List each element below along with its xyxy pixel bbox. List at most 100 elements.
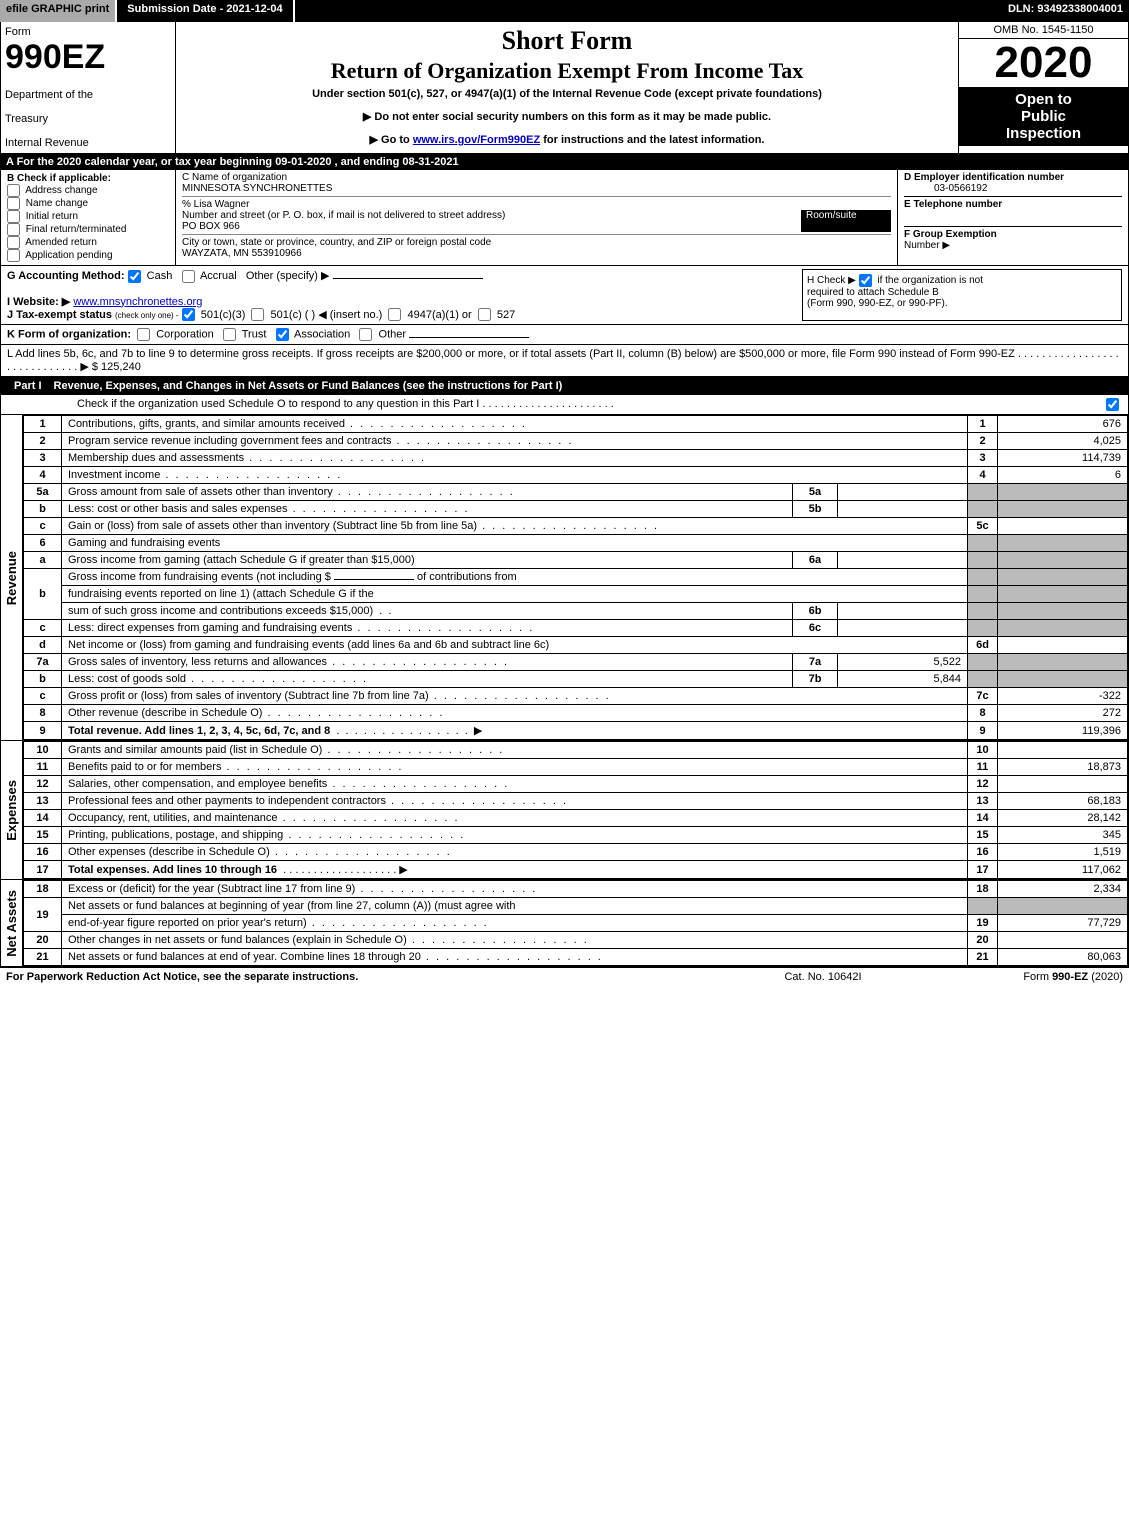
open-line-1: Open to	[963, 91, 1124, 108]
page-footer: For Paperwork Reduction Act Notice, see …	[0, 967, 1129, 986]
chk-final-return[interactable]: Final return/terminated	[7, 223, 169, 236]
form-number: 990EZ	[5, 38, 171, 77]
table-row: 16Other expenses (describe in Schedule O…	[24, 844, 1128, 861]
careof: % Lisa Wagner	[182, 199, 249, 210]
line-k: K Form of organization: Corporation Trus…	[0, 325, 1129, 345]
chk-application-pending[interactable]: Application pending	[7, 249, 169, 262]
table-row: 1Contributions, gifts, grants, and simil…	[24, 416, 1128, 433]
addr-label: Number and street (or P. O. box, if mail…	[182, 210, 505, 221]
fundraising-amount-input[interactable]	[334, 579, 414, 580]
table-row: cGain or (loss) from sale of assets othe…	[24, 518, 1128, 535]
form-word: Form	[5, 26, 171, 38]
goto-post: for instructions and the latest informat…	[540, 134, 764, 146]
revenue-section: Revenue 1Contributions, gifts, grants, a…	[0, 415, 1129, 740]
line-h-sub1: required to attach Schedule B	[807, 287, 939, 298]
chk-other-org[interactable]	[359, 328, 372, 341]
website-link[interactable]: www.mnsynchronettes.org	[73, 296, 202, 308]
netassets-table: 18Excess or (deficit) for the year (Subt…	[23, 880, 1128, 966]
table-row: 2Program service revenue including gover…	[24, 433, 1128, 450]
chk-cash[interactable]	[128, 270, 141, 283]
chk-schedule-o-part1[interactable]	[1106, 398, 1119, 411]
goto-line: ▶ Go to www.irs.gov/Form990EZ for instru…	[186, 133, 948, 146]
chk-initial-return[interactable]: Initial return	[7, 210, 169, 223]
chk-address-change[interactable]: Address change	[7, 184, 169, 197]
netassets-label: Net Assets	[4, 886, 19, 961]
table-row: 11Benefits paid to or for members1118,87…	[24, 759, 1128, 776]
chk-501c3[interactable]	[182, 308, 195, 321]
warning-ssn: ▶ Do not enter social security numbers o…	[186, 110, 948, 123]
table-row: cGross profit or (loss) from sales of in…	[24, 688, 1128, 705]
expenses-table: 10Grants and similar amounts paid (list …	[23, 741, 1128, 879]
table-row: cLess: direct expenses from gaming and f…	[24, 620, 1128, 637]
table-row: 18Excess or (deficit) for the year (Subt…	[24, 881, 1128, 898]
table-row: 8Other revenue (describe in Schedule O)8…	[24, 705, 1128, 722]
chk-association[interactable]	[276, 328, 289, 341]
chk-4947[interactable]	[388, 308, 401, 321]
table-row: fundraising events reported on line 1) (…	[24, 586, 1128, 603]
table-row: end-of-year figure reported on prior yea…	[24, 915, 1128, 932]
tax-year: 2020	[959, 39, 1128, 87]
line-h-sub2: (Form 990, 990-EZ, or 990-PF).	[807, 298, 948, 309]
box-b-title: B Check if applicable:	[7, 173, 111, 184]
table-row: 17Total expenses. Add lines 10 through 1…	[24, 861, 1128, 879]
other-org-input[interactable]	[409, 337, 529, 338]
table-row: bLess: cost of goods sold7b5,844	[24, 671, 1128, 688]
chk-no-schedule-b[interactable]	[859, 274, 872, 287]
efile-print-button[interactable]: efile GRAPHIC print	[0, 0, 115, 22]
box-b: B Check if applicable: Address change Na…	[1, 170, 176, 265]
chk-corporation[interactable]	[137, 328, 150, 341]
box-d-label: D Employer identification number	[904, 172, 1064, 183]
chk-501c[interactable]	[251, 308, 264, 321]
table-row: 5aGross amount from sale of assets other…	[24, 484, 1128, 501]
open-line-2: Public	[963, 108, 1124, 125]
goto-pre: ▶ Go to	[370, 134, 413, 146]
part-1-sub-text: Check if the organization used Schedule …	[7, 398, 614, 410]
chk-527[interactable]	[478, 308, 491, 321]
line-i-label: I Website: ▶	[7, 296, 70, 308]
table-row: 12Salaries, other compensation, and empl…	[24, 776, 1128, 793]
footer-formref: Form 990-EZ (2020)	[923, 971, 1123, 983]
expenses-label: Expenses	[4, 776, 19, 845]
room-label: Room/suite	[806, 210, 857, 221]
box-c: C Name of organization MINNESOTA SYNCHRO…	[176, 170, 898, 265]
irs-link[interactable]: www.irs.gov/Form990EZ	[413, 134, 540, 146]
table-row: 13Professional fees and other payments t…	[24, 793, 1128, 810]
box-c-label: C Name of organization	[182, 172, 287, 183]
dept-line-1: Department of the	[5, 89, 171, 101]
footer-notice: For Paperwork Reduction Act Notice, see …	[6, 971, 723, 983]
spacer	[295, 0, 1002, 22]
line-l: L Add lines 5b, 6c, and 7b to line 9 to …	[0, 345, 1129, 377]
line-j-label: J Tax-exempt status	[7, 309, 112, 321]
table-row: 20Other changes in net assets or fund ba…	[24, 932, 1128, 949]
box-e-label: E Telephone number	[904, 199, 1002, 210]
city-value: WAYZATA, MN 553910966	[182, 248, 302, 259]
open-line-3: Inspection	[963, 125, 1124, 142]
chk-name-change[interactable]: Name change	[7, 197, 169, 210]
top-bar: efile GRAPHIC print Submission Date - 20…	[0, 0, 1129, 22]
table-row: bLess: cost or other basis and sales exp…	[24, 501, 1128, 518]
title-short-form: Short Form	[186, 26, 948, 56]
part-1-header: Part I Revenue, Expenses, and Changes in…	[0, 377, 1129, 395]
expenses-section: Expenses 10Grants and similar amounts pa…	[0, 740, 1129, 879]
gross-receipts: 125,240	[101, 361, 141, 373]
other-method-input[interactable]	[333, 278, 483, 279]
dln: DLN: 93492338004001	[1002, 0, 1129, 22]
footer-catno: Cat. No. 10642I	[723, 971, 923, 983]
table-row: 15Printing, publications, postage, and s…	[24, 827, 1128, 844]
submission-date: Submission Date - 2021-12-04	[115, 0, 294, 22]
header-right: OMB No. 1545-1150 2020 Open to Public In…	[958, 22, 1128, 153]
chk-amended-return[interactable]: Amended return	[7, 236, 169, 249]
line-g-h: G Accounting Method: Cash Accrual Other …	[0, 266, 1129, 325]
city-label: City or town, state or province, country…	[182, 237, 491, 248]
chk-accrual[interactable]	[182, 270, 195, 283]
line-a-tax-year: A For the 2020 calendar year, or tax yea…	[0, 154, 1129, 170]
line-h-pre: H Check ▶	[807, 275, 859, 286]
ein-value: 03-0566192	[904, 183, 987, 194]
chk-trust[interactable]	[223, 328, 236, 341]
revenue-label: Revenue	[4, 547, 19, 609]
line-g-other: Other (specify) ▶	[246, 270, 330, 282]
line-h: H Check ▶ if the organization is not req…	[802, 269, 1122, 321]
table-row: 9Total revenue. Add lines 1, 2, 3, 4, 5c…	[24, 722, 1128, 740]
part-1-label: Part I	[6, 380, 50, 392]
dept-line-3: Internal Revenue	[5, 137, 171, 149]
